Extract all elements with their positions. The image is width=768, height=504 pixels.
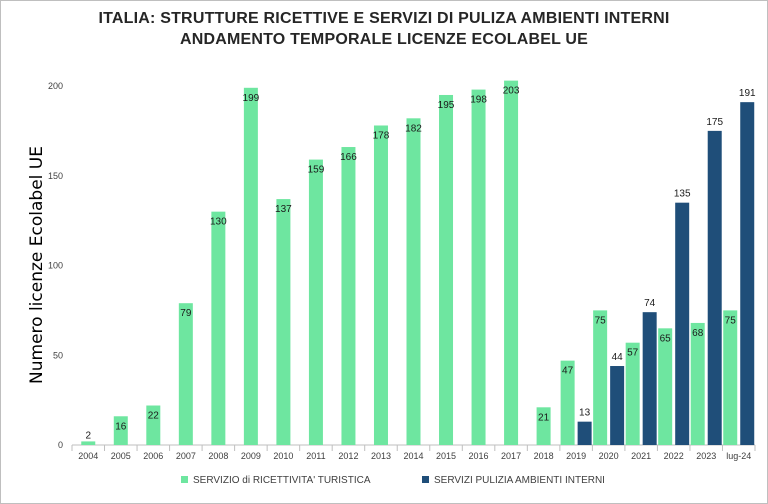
bar-pulizia xyxy=(610,366,625,445)
y-tick-label: 150 xyxy=(48,171,63,181)
x-tick-label: 2005 xyxy=(111,451,131,461)
legend: SERVIZIO di RICETTIVITA' TURISTICA SERVI… xyxy=(181,475,605,486)
y-tick-label: 100 xyxy=(48,261,63,271)
bar-ricettivita xyxy=(243,87,258,446)
bar-ricettivita xyxy=(625,342,640,445)
x-tick-label: 2009 xyxy=(241,451,261,461)
bar-ricettivita xyxy=(658,328,673,445)
x-tick-label: 2010 xyxy=(273,451,293,461)
bar-pulizia xyxy=(642,312,657,445)
data-label-pulizia: 191 xyxy=(739,88,756,99)
x-tick-label: 2008 xyxy=(208,451,228,461)
x-tick-label: 2022 xyxy=(664,451,684,461)
data-label-ricettivita: 16 xyxy=(115,421,127,432)
legend-swatch-series-2 xyxy=(422,476,429,483)
bar-ricettivita xyxy=(406,118,421,445)
x-tick-label: 2013 xyxy=(371,451,391,461)
data-label-ricettivita: 68 xyxy=(692,328,704,339)
bar-ricettivita xyxy=(439,94,454,445)
bar-ricettivita xyxy=(471,89,486,445)
bar-ricettivita xyxy=(211,211,226,445)
data-label-ricettivita: 57 xyxy=(627,348,639,359)
x-tick-label: 2016 xyxy=(469,451,489,461)
bar-ricettivita xyxy=(113,416,128,445)
legend-label-series-1: SERVIZIO di RICETTIVITA' TURISTICA xyxy=(193,475,371,486)
bar-pulizia xyxy=(675,202,690,445)
bar-ricettivita xyxy=(146,405,161,445)
x-tick-label: 2018 xyxy=(534,451,554,461)
bar-ricettivita xyxy=(178,303,193,445)
data-label-ricettivita: 203 xyxy=(503,86,520,97)
x-tick-label: 2004 xyxy=(78,451,98,461)
x-tick-label: 2007 xyxy=(176,451,196,461)
bar-ricettivita xyxy=(723,310,738,445)
data-label-pulizia: 175 xyxy=(706,117,723,128)
data-label-ricettivita: 47 xyxy=(562,366,574,377)
data-label-ricettivita: 178 xyxy=(373,130,390,141)
y-tick-label: 0 xyxy=(58,440,63,450)
bar-ricettivita xyxy=(373,125,388,446)
bar-ricettivita xyxy=(690,322,705,445)
bar-ricettivita xyxy=(560,360,575,445)
data-label-pulizia: 13 xyxy=(579,408,591,419)
y-tick-label: 200 xyxy=(48,81,63,91)
data-label-ricettivita: 75 xyxy=(725,315,737,326)
x-tick-label: lug-24 xyxy=(726,451,751,461)
bar-ricettivita xyxy=(504,80,519,446)
bar-pulizia xyxy=(740,102,755,445)
data-label-ricettivita: 2 xyxy=(85,430,91,441)
data-label-ricettivita: 195 xyxy=(438,100,455,111)
data-label-pulizia: 135 xyxy=(674,189,691,200)
x-tick-label: 2011 xyxy=(306,451,325,461)
data-label-ricettivita: 137 xyxy=(275,204,292,215)
data-label-ricettivita: 198 xyxy=(470,95,487,106)
data-label-ricettivita: 75 xyxy=(595,315,607,326)
x-tick-label: 2014 xyxy=(403,451,423,461)
data-label-ricettivita: 130 xyxy=(210,217,227,228)
bar-ricettivita xyxy=(276,199,291,445)
legend-label-series-2: SERVIZI PULIZIA AMBIENTI INTERNI xyxy=(434,475,605,486)
data-label-ricettivita: 166 xyxy=(340,152,357,163)
bar-ricettivita xyxy=(593,310,608,445)
x-tick-label: 2023 xyxy=(696,451,716,461)
data-label-ricettivita: 65 xyxy=(660,333,672,344)
bar-ricettivita xyxy=(81,441,96,445)
data-label-ricettivita: 22 xyxy=(148,411,160,422)
legend-swatch-series-1 xyxy=(181,476,188,483)
x-tick-label: 2015 xyxy=(436,451,456,461)
data-label-ricettivita: 182 xyxy=(405,123,422,134)
y-tick-label: 50 xyxy=(53,350,63,360)
data-label-ricettivita: 159 xyxy=(308,165,325,176)
data-label-ricettivita: 199 xyxy=(243,93,260,104)
y-axis-label: Numero licenze Ecolabel UE xyxy=(27,146,47,384)
bar-ricettivita xyxy=(536,407,551,445)
x-tick-label: 2020 xyxy=(599,451,619,461)
x-tick-label: 2012 xyxy=(338,451,358,461)
x-tick-label: 2006 xyxy=(143,451,163,461)
chart-subtitle: ANDAMENTO TEMPORALE LICENZE ECOLABEL UE xyxy=(179,31,589,48)
data-label-ricettivita: 21 xyxy=(538,412,550,423)
bar-pulizia xyxy=(577,421,592,445)
x-tick-label: 2019 xyxy=(566,451,586,461)
bar-ricettivita xyxy=(308,159,323,445)
bar-ricettivita xyxy=(341,147,356,445)
x-tick-label: 2017 xyxy=(501,451,521,461)
bar-pulizia xyxy=(707,130,722,445)
chart-title: ITALIA: STRUTTURE RICETTIVE E SERVIZI DI… xyxy=(98,10,670,27)
x-tick-label: 2021 xyxy=(631,451,651,461)
data-label-pulizia: 44 xyxy=(612,352,624,363)
data-label-ricettivita: 79 xyxy=(180,308,192,319)
data-label-pulizia: 74 xyxy=(644,298,656,309)
